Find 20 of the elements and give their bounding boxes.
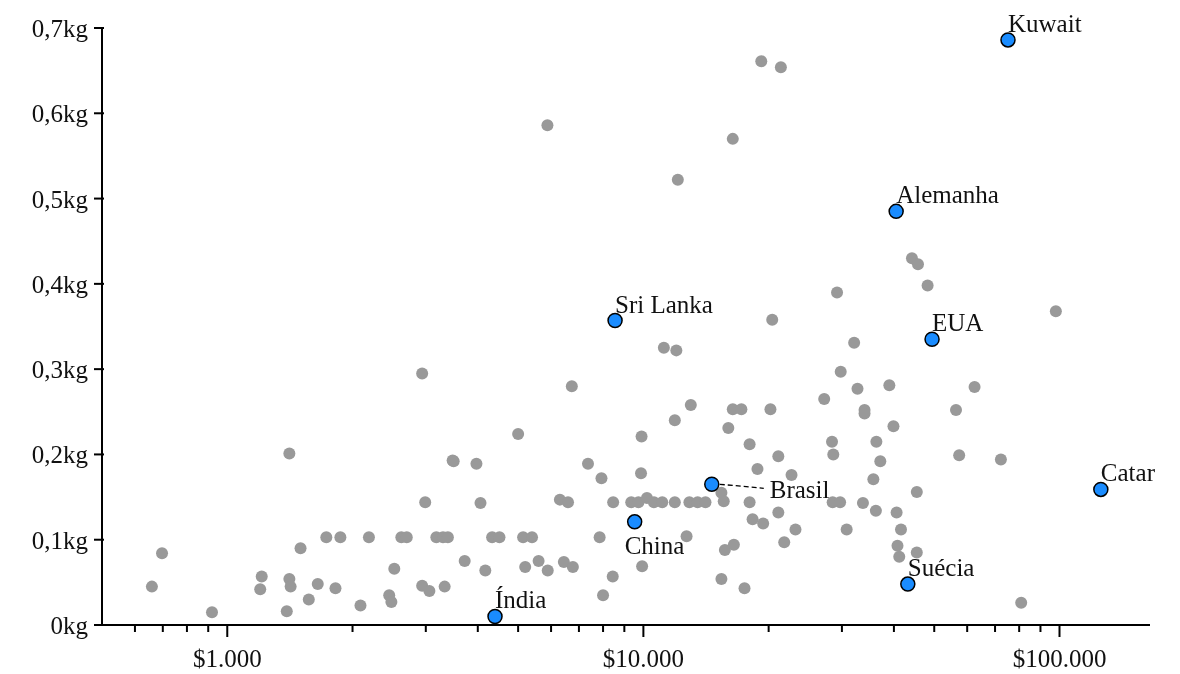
y-tick-label: 0,2kg <box>31 441 89 469</box>
y-tick-label: 0,7kg <box>31 15 89 42</box>
annotation: EUA <box>932 309 984 337</box>
x-tick-label: $10.000 <box>602 645 685 672</box>
y-tick-label: 0,5kg <box>31 185 89 213</box>
y-tick-label: 0,6kg <box>31 100 89 128</box>
x-tick-label: $1.000 <box>192 645 262 672</box>
annotation: Kuwait <box>1007 9 1082 37</box>
y-tick-label: 0,4kg <box>31 270 89 298</box>
annotation: China <box>624 531 685 559</box>
annotation: Suécia <box>907 554 975 582</box>
annotation: Índia <box>495 586 547 614</box>
annotation: Catar <box>1100 459 1156 487</box>
annotation: Sri Lanka <box>615 290 713 318</box>
y-tick-label: 0,1kg <box>31 526 89 554</box>
y-tick-label: 0,3kg <box>31 356 89 384</box>
x-tick-label: $100.000 <box>1012 645 1107 672</box>
annotation: Brasil <box>769 476 830 504</box>
y-tick-label: 0kg <box>50 612 89 639</box>
annotation: Alemanha <box>896 181 999 209</box>
